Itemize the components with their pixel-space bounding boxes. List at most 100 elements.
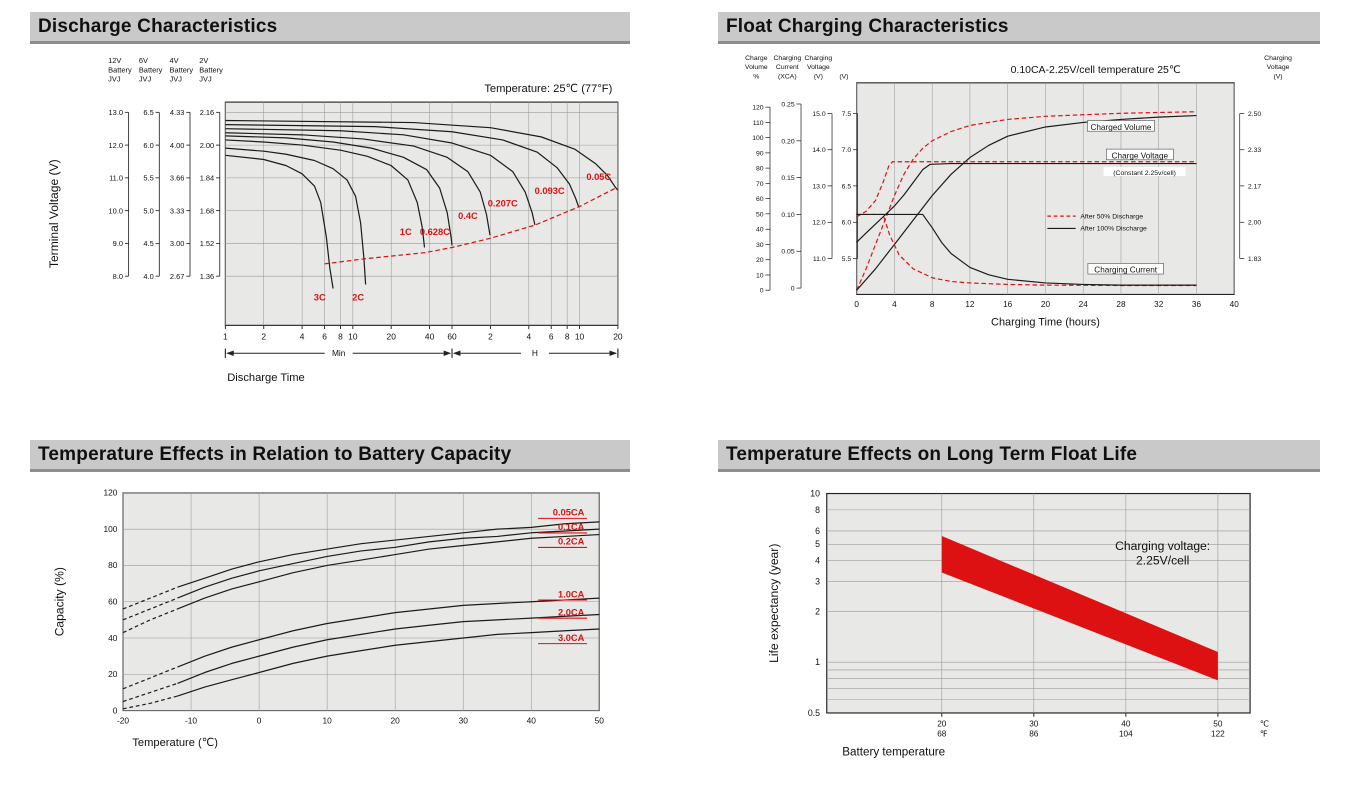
svg-text:Voltage: Voltage xyxy=(1267,64,1290,71)
svg-text:20: 20 xyxy=(613,331,623,341)
svg-text:5.5: 5.5 xyxy=(842,256,852,263)
svg-text:10.0: 10.0 xyxy=(109,206,123,215)
svg-text:8: 8 xyxy=(565,331,570,341)
svg-text:2.00: 2.00 xyxy=(1248,220,1261,227)
section-title-float-life: Temperature Effects on Long Term Float L… xyxy=(718,440,1320,472)
svg-text:2: 2 xyxy=(488,331,493,341)
float-charging-chart: 0 4 8 12 16 20 24 28 32 36 40 Charge Volume% 120 110 10… xyxy=(718,50,1320,353)
svg-text:12.0: 12.0 xyxy=(109,141,123,150)
svg-text:After 100% Discharge: After 100% Discharge xyxy=(1080,226,1147,233)
svg-text:32: 32 xyxy=(1154,300,1164,309)
svg-text:4.0: 4.0 xyxy=(143,272,153,281)
svg-text:20: 20 xyxy=(756,257,764,264)
svg-text:Charged Volume: Charged Volume xyxy=(1090,123,1151,132)
svg-text:6.5: 6.5 xyxy=(842,183,852,190)
svg-text:After 50% Discharge: After 50% Discharge xyxy=(1080,213,1143,220)
float-life-canvas: 1086543210.5206830864010450122℃℉Charging… xyxy=(767,488,1269,759)
svg-text:0.1CA: 0.1CA xyxy=(558,522,585,532)
svg-text:2.17: 2.17 xyxy=(1248,183,1261,190)
svg-text:Current: Current xyxy=(776,64,799,71)
svg-text:12V: 12V xyxy=(108,56,121,65)
svg-text:4: 4 xyxy=(300,331,305,341)
svg-text:36: 36 xyxy=(1192,300,1202,309)
svg-text:0.15: 0.15 xyxy=(781,175,794,182)
panel-float-life: Temperature Effects on Long Term Float L… xyxy=(718,440,1320,774)
svg-text:0.5: 0.5 xyxy=(808,708,820,718)
svg-text:10: 10 xyxy=(348,331,358,341)
svg-text:Battery: Battery xyxy=(199,65,223,74)
svg-text:4V: 4V xyxy=(170,56,179,65)
svg-text:20: 20 xyxy=(387,331,397,341)
svg-text:1.36: 1.36 xyxy=(200,272,214,281)
svg-text:104: 104 xyxy=(1119,729,1133,738)
svg-text:℃: ℃ xyxy=(1260,720,1269,729)
svg-text:0: 0 xyxy=(854,300,859,309)
section-title-temperature-capacity: Temperature Effects in Relation to Batte… xyxy=(30,440,630,472)
svg-text:60: 60 xyxy=(108,597,118,607)
svg-text:8: 8 xyxy=(338,331,343,341)
svg-text:40: 40 xyxy=(1121,720,1131,729)
svg-text:Battery: Battery xyxy=(139,65,163,74)
svg-text:6.0: 6.0 xyxy=(842,220,852,227)
svg-text:1.52: 1.52 xyxy=(200,239,214,248)
svg-text:0: 0 xyxy=(791,286,795,293)
panel-temperature-capacity: Temperature Effects in Relation to Batte… xyxy=(30,440,630,762)
svg-text:6.0: 6.0 xyxy=(143,141,153,150)
svg-text:100: 100 xyxy=(752,135,764,142)
svg-text:1C: 1C xyxy=(400,227,412,237)
svg-text:8: 8 xyxy=(930,300,935,309)
svg-text:110: 110 xyxy=(753,120,764,127)
svg-text:1: 1 xyxy=(223,331,228,341)
svg-text:0.05C: 0.05C xyxy=(586,172,611,182)
svg-text:12.0: 12.0 xyxy=(812,220,825,227)
svg-text:13.0: 13.0 xyxy=(109,108,123,117)
svg-text:4.5: 4.5 xyxy=(143,239,153,248)
svg-text:2.33: 2.33 xyxy=(1248,147,1261,154)
svg-text:30: 30 xyxy=(459,716,469,726)
svg-text:120: 120 xyxy=(752,105,764,112)
svg-text:30: 30 xyxy=(1029,720,1039,729)
svg-text:Battery temperature: Battery temperature xyxy=(842,746,945,759)
svg-text:JVJ: JVJ xyxy=(108,75,121,84)
svg-text:4.33: 4.33 xyxy=(170,108,184,117)
svg-text:JVJ: JVJ xyxy=(199,75,212,84)
svg-text:Voltage: Voltage xyxy=(807,64,830,71)
svg-text:Temperature: 25℃ (77°F): Temperature: 25℃ (77°F) xyxy=(484,83,612,95)
float-life-chart: 10 8 6 5 4 3 2 1 0.5 20 68 30 86 40 104 50 122 ℃ ℉ Charging… xyxy=(718,478,1320,774)
temperature-capacity-canvas: -20 -10 0 10 20 30 40 50 0 20 40 60 80 100 120 0.05CA 0.… xyxy=(52,488,604,749)
svg-text:1.83: 1.83 xyxy=(1248,256,1261,263)
svg-text:80: 80 xyxy=(756,166,764,173)
svg-text:0: 0 xyxy=(760,288,764,295)
svg-text:20: 20 xyxy=(108,669,118,679)
svg-text:Charge Voltage: Charge Voltage xyxy=(1112,151,1169,160)
svg-text:86: 86 xyxy=(1029,729,1039,738)
temperature-capacity-chart: -20 -10 0 10 20 30 40 50 0 20 40 60 80 100 120 0.05CA 0.… xyxy=(30,478,630,762)
svg-text:1.0CA: 1.0CA xyxy=(558,589,585,599)
svg-text:Capacity (%): Capacity (%) xyxy=(52,567,66,636)
svg-text:(V): (V) xyxy=(839,73,848,80)
svg-text:10: 10 xyxy=(810,488,820,498)
svg-text:Charging: Charging xyxy=(773,55,801,62)
svg-text:Min: Min xyxy=(332,348,346,358)
discharge-characteristics-chart: 1 2 4 6 8 10 20 40 60 2 4 6 8 10 20 12V Battery JVJ 13.0 12… xyxy=(30,50,630,396)
svg-text:0.05: 0.05 xyxy=(781,249,794,256)
svg-text:4.00: 4.00 xyxy=(170,141,184,150)
svg-text:20: 20 xyxy=(1041,300,1051,309)
svg-text:120: 120 xyxy=(103,488,117,498)
svg-text:15.0: 15.0 xyxy=(812,111,825,118)
svg-text:50: 50 xyxy=(1213,720,1223,729)
svg-text:10: 10 xyxy=(756,272,764,279)
svg-text:10: 10 xyxy=(575,331,585,341)
svg-text:9.0: 9.0 xyxy=(113,239,123,248)
svg-text:Discharge Time: Discharge Time xyxy=(227,372,305,384)
svg-text:2.16: 2.16 xyxy=(200,108,214,117)
svg-text:℉: ℉ xyxy=(1260,729,1268,738)
svg-text:68: 68 xyxy=(937,729,947,738)
svg-text:24: 24 xyxy=(1079,300,1089,309)
svg-text:0.25: 0.25 xyxy=(781,101,794,108)
svg-text:2: 2 xyxy=(261,331,266,341)
svg-text:2.00: 2.00 xyxy=(200,141,214,150)
svg-text:(XCA): (XCA) xyxy=(778,73,797,80)
svg-text:5.5: 5.5 xyxy=(143,174,153,183)
svg-text:(V): (V) xyxy=(1273,73,1282,80)
